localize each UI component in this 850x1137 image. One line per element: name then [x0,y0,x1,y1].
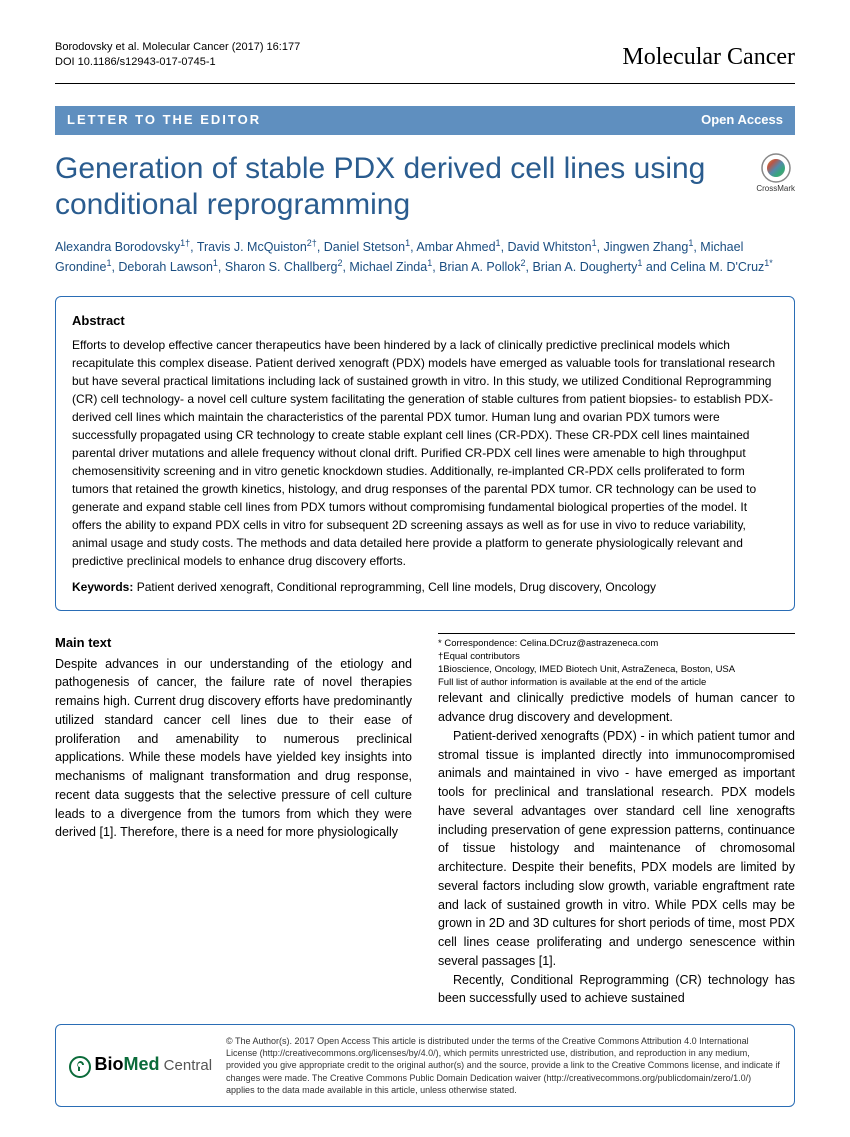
main-text-columns: Main text Despite advances in our unders… [55,633,795,1008]
keywords-text: Patient derived xenograft, Conditional r… [133,580,656,594]
keywords-line: Keywords: Patient derived xenograft, Con… [72,578,778,596]
license-text: © The Author(s). 2017 Open Access This a… [226,1035,782,1096]
author-info-note: Full list of author information is avail… [438,677,795,690]
main-heading: Main text [55,633,412,653]
keywords-label: Keywords: [72,580,133,594]
main-p4: Recently, Conditional Reprogramming (CR)… [438,971,795,1009]
license-footer: BioMed Central © The Author(s). 2017 Ope… [55,1024,795,1107]
abstract-body: Efforts to develop effective cancer ther… [72,336,778,570]
doi-line: DOI 10.1186/s12943-017-0745-1 [55,55,300,70]
journal-name: Molecular Cancer [622,40,795,75]
citation-line: Borodovsky et al. Molecular Cancer (2017… [55,40,300,55]
main-p3: Patient-derived xenografts (PDX) - in wh… [438,727,795,971]
crossmark-badge[interactable]: CrossMark [756,153,795,195]
main-p1: Despite advances in our understanding of… [55,655,412,843]
open-access-icon [68,1055,92,1079]
crossmark-icon [761,153,791,183]
citation: Borodovsky et al. Molecular Cancer (2017… [55,40,300,70]
abstract-heading: Abstract [72,311,778,331]
correspondence-box: * Correspondence: Celina.DCruz@astrazene… [438,633,795,689]
page-header: Borodovsky et al. Molecular Cancer (2017… [55,40,795,84]
correspondence-email: * Correspondence: Celina.DCruz@astrazene… [438,638,795,651]
affiliation-1: 1Bioscience, Oncology, IMED Biotech Unit… [438,664,795,677]
main-p2: relevant and clinically predictive model… [438,689,795,727]
article-title: Generation of stable PDX derived cell li… [55,151,746,223]
author-list: Alexandra Borodovsky1†, Travis J. McQuis… [55,237,795,278]
abstract-box: Abstract Efforts to develop effective ca… [55,296,795,612]
biomed-central-logo: BioMed Central [68,1052,212,1080]
open-access-label: Open Access [701,111,783,130]
crossmark-label: CrossMark [756,183,795,195]
equal-contributors: †Equal contributors [438,651,795,664]
category-bar: LETTER TO THE EDITOR Open Access [55,106,795,135]
article-category: LETTER TO THE EDITOR [67,111,261,130]
